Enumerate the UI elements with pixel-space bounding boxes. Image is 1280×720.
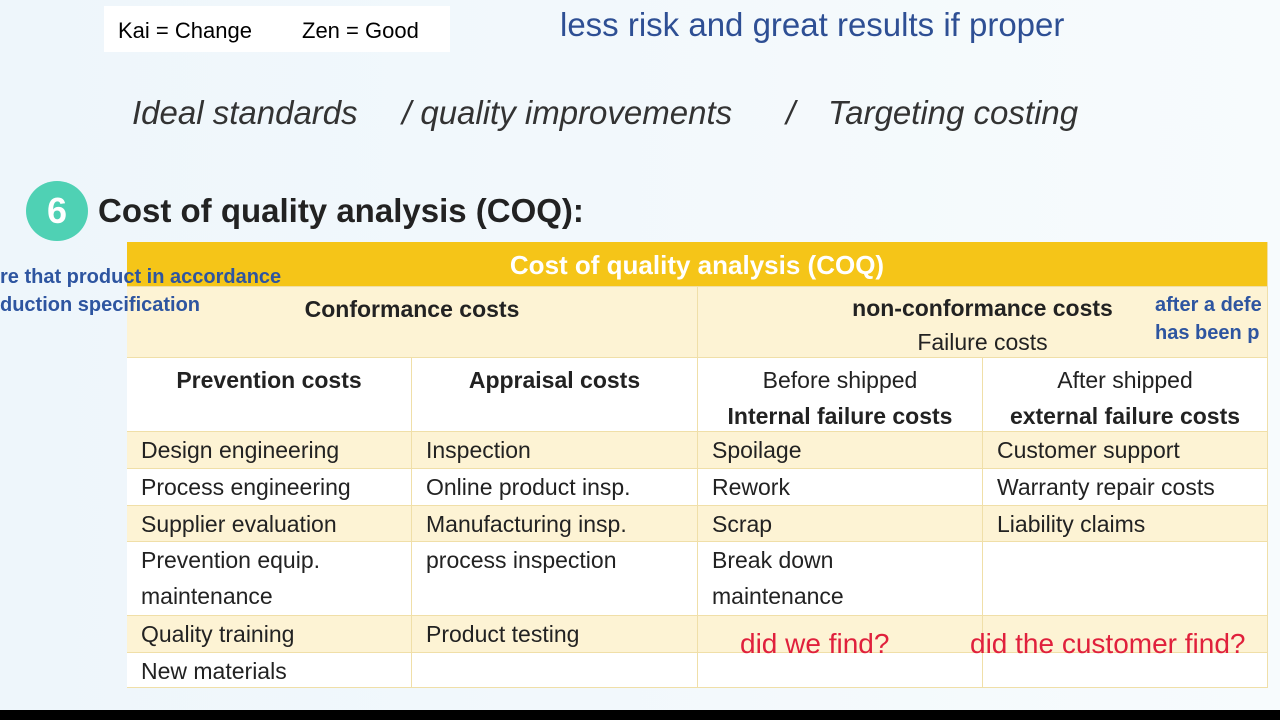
table-cell: Product testing — [412, 616, 698, 653]
note: less risk and great results if proper — [560, 6, 1065, 43]
table-cell: Online product insp. — [412, 469, 698, 506]
table-cell: Rework — [698, 469, 983, 506]
annotation: duction specification — [0, 294, 201, 316]
column-header: After shipped external failure costs — [983, 358, 1268, 432]
column-label: Internal failure costs — [727, 403, 953, 429]
kaizen-box — [104, 6, 450, 52]
table-cell: Spoilage — [698, 432, 983, 469]
subtitle-part: Ideal standards — [132, 94, 358, 131]
coq-table: Cost of quality analysis (COQ) Conformanc… — [127, 242, 1268, 688]
table-cell: Design engineering — [127, 432, 412, 469]
table-cell: Inspection — [412, 432, 698, 469]
annotation: after a defe — [1155, 294, 1262, 316]
table-title: Cost of quality analysis (COQ) — [127, 242, 1268, 287]
column-label: Prevention costs — [176, 367, 362, 393]
column-note: After shipped — [1057, 367, 1193, 393]
table-cell — [412, 653, 698, 688]
table-cell — [698, 616, 983, 653]
section-number: 6 — [26, 181, 88, 241]
annotation: did the customer find? — [970, 628, 1246, 659]
column-header: Before shipped Internal failure costs — [698, 358, 983, 432]
annotation: did we find? — [740, 628, 890, 659]
annotation: re that product in accordance — [0, 266, 282, 288]
section-heading: Cost of quality analysis (COQ): — [98, 192, 584, 229]
table-cell — [983, 653, 1268, 688]
table-cell: Process engineering — [127, 469, 412, 506]
table-cell: Manufacturing insp. — [412, 506, 698, 542]
subtitle-part: / — [786, 94, 796, 131]
table-cell — [698, 653, 983, 688]
kai: Kai = Change — [118, 18, 252, 43]
table-cell: Quality training — [127, 616, 412, 653]
bottom-bar — [0, 710, 1280, 720]
table-cell: Supplier evaluation — [127, 506, 412, 542]
table-cell — [983, 542, 1268, 616]
subtitle-part: Targeting costing — [828, 94, 1079, 131]
table-cell: Customer support — [983, 432, 1268, 469]
table-cell — [983, 616, 1268, 653]
table-cell: Warranty repair costs — [983, 469, 1268, 506]
table-cell: Liability claims — [983, 506, 1268, 542]
table-cell: Scrap — [698, 506, 983, 542]
table-cell: New materials — [127, 653, 412, 688]
annotation: has been p — [1155, 322, 1260, 344]
table-cell: Break down maintenance — [698, 542, 983, 616]
table-cell: Prevention equip. maintenance — [127, 542, 412, 616]
zen: Zen = Good — [302, 18, 419, 43]
column-label: external failure costs — [1009, 403, 1241, 429]
column-note: Before shipped — [762, 367, 918, 393]
group-header: non-conformance costs Failure costs — [698, 287, 1268, 358]
group-label: Failure costs — [917, 329, 1048, 355]
group-header: Conformance costs — [127, 287, 698, 358]
table-cell: process inspection — [412, 542, 698, 616]
column-header: Appraisal costs — [412, 358, 698, 432]
column-label: Appraisal costs — [468, 367, 641, 393]
subtitle-part: / quality improvements — [402, 94, 733, 131]
group-label: non-conformance costs — [852, 295, 1113, 321]
column-header: Prevention costs — [127, 358, 412, 432]
